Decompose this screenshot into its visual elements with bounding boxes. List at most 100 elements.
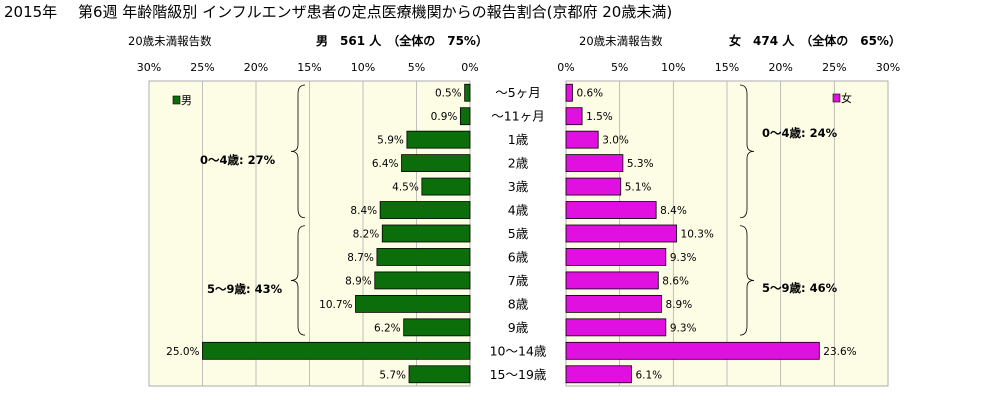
male-value-label: 0.9% bbox=[431, 111, 458, 123]
female-bar bbox=[565, 107, 583, 126]
female-bar bbox=[565, 130, 599, 149]
male-value-label: 6.4% bbox=[372, 158, 399, 170]
male-bars bbox=[202, 83, 471, 384]
female-bar bbox=[565, 177, 622, 196]
male-bar bbox=[379, 201, 471, 219]
category-label: 2歳 bbox=[508, 156, 529, 171]
female-bar bbox=[565, 224, 677, 243]
female-value-label: 5.3% bbox=[627, 158, 654, 170]
category-label: 10～14歳 bbox=[490, 343, 547, 358]
female-value-label: 23.6% bbox=[823, 346, 856, 358]
female-group-5-9-label: 5～9歳: 46% bbox=[762, 281, 838, 295]
female-bar bbox=[565, 248, 667, 266]
male-tick-label: 0% bbox=[461, 61, 478, 74]
female-legend-swatch bbox=[832, 93, 841, 103]
female-value-label: 9.3% bbox=[670, 252, 697, 264]
category-labels: ～5ヶ月 ～11ヶ月 1歳 2歳 3歳 4歳 5歳 6歳 7歳 8歳 9歳 10～14歳 15～19歳 bbox=[490, 85, 547, 382]
female-value-labels: 0.6% 1.5% 3.0% 5.3% 5.1% 8.4% 10.3% 9.3% 8.6% 8.9… bbox=[576, 88, 856, 382]
female-value-label: 8.6% bbox=[662, 275, 689, 287]
female-bar bbox=[565, 154, 624, 173]
male-bar bbox=[459, 107, 471, 126]
male-tick-label: 5% bbox=[408, 61, 425, 74]
male-value-label: 0.5% bbox=[435, 88, 462, 100]
male-bar bbox=[406, 130, 471, 149]
male-header-right: 男 561 人 （全体の 75%） bbox=[316, 33, 488, 48]
group-brace bbox=[290, 225, 306, 336]
female-tick-label: 30% bbox=[876, 61, 900, 74]
group-brace bbox=[739, 225, 755, 336]
male-value-label: 6.2% bbox=[374, 322, 401, 334]
male-tick-label: 25% bbox=[190, 61, 214, 74]
female-tick-label: 15% bbox=[715, 61, 739, 74]
male-bar bbox=[381, 224, 471, 243]
male-bar bbox=[421, 177, 471, 196]
female-header-left: 20歳未満報告数 bbox=[579, 34, 663, 48]
female-group-0-4-label: 0～4歳: 24% bbox=[762, 126, 838, 140]
male-bar bbox=[464, 83, 471, 102]
male-value-label: 8.7% bbox=[347, 252, 374, 264]
female-value-label: 1.5% bbox=[586, 111, 613, 123]
male-value-labels: 0.5% 0.9% 5.9% 6.4% 4.5% 8.4% 8.2% 8.7% 8.9% 10.7… bbox=[166, 88, 462, 382]
female-bar bbox=[565, 318, 667, 337]
chart-title: 第6週 年齢階級別 インフルエンザ患者の定点医療機関からの報告割合(京都府 20… bbox=[78, 3, 672, 21]
category-label: 8歳 bbox=[508, 296, 529, 311]
female-tick-label: 25% bbox=[822, 61, 846, 74]
female-value-label: 9.3% bbox=[670, 322, 697, 334]
female-value-label: 3.0% bbox=[602, 135, 629, 147]
category-label: ～5ヶ月 bbox=[495, 85, 540, 100]
female-value-label: 6.1% bbox=[635, 369, 662, 381]
male-value-label: 4.5% bbox=[392, 182, 419, 194]
male-value-label: 8.2% bbox=[353, 229, 380, 241]
group-braces bbox=[290, 84, 755, 336]
female-value-label: 5.1% bbox=[625, 182, 652, 194]
male-value-label: 8.4% bbox=[350, 205, 377, 217]
male-tick-label: 20% bbox=[244, 61, 268, 74]
male-bar bbox=[355, 294, 471, 313]
male-value-label: 5.9% bbox=[377, 135, 404, 147]
chart-year: 2015年 bbox=[4, 3, 57, 21]
category-label: 5歳 bbox=[508, 226, 529, 241]
male-group-0-4-label: 0～4歳: 27% bbox=[200, 153, 276, 167]
group-brace bbox=[739, 84, 755, 219]
male-bar bbox=[376, 248, 471, 266]
category-label: 1歳 bbox=[508, 132, 529, 147]
male-value-label: 8.9% bbox=[345, 275, 372, 287]
male-bar bbox=[408, 365, 471, 384]
female-value-label: 8.9% bbox=[666, 299, 693, 311]
female-tick-label: 5% bbox=[611, 61, 628, 74]
category-label: ～11ヶ月 bbox=[491, 109, 544, 124]
male-bar bbox=[401, 154, 471, 173]
female-tick-label: 0% bbox=[557, 61, 574, 74]
category-label: 6歳 bbox=[508, 249, 529, 264]
female-axis: 0% 5% 10% 15% 20% 25% 30% bbox=[557, 61, 900, 74]
female-value-label: 8.4% bbox=[660, 205, 687, 217]
female-tick-label: 10% bbox=[661, 61, 685, 74]
female-bar bbox=[565, 365, 632, 384]
female-value-label: 0.6% bbox=[576, 88, 603, 100]
female-bar bbox=[565, 341, 820, 360]
male-legend-swatch bbox=[172, 95, 181, 105]
female-value-label: 10.3% bbox=[681, 229, 714, 241]
male-value-label: 10.7% bbox=[319, 299, 352, 311]
male-value-label: 25.0% bbox=[166, 346, 199, 358]
female-legend-label: 女 bbox=[841, 91, 852, 105]
male-tick-label: 10% bbox=[351, 61, 375, 74]
male-axis: 0% 5% 10% 15% 20% 25% 30% bbox=[137, 61, 479, 74]
category-label: 9歳 bbox=[508, 320, 529, 335]
male-value-label: 5.7% bbox=[379, 369, 406, 381]
category-label: 3歳 bbox=[508, 179, 529, 194]
male-tick-label: 15% bbox=[297, 61, 321, 74]
male-bar bbox=[403, 318, 471, 337]
male-bar bbox=[202, 341, 471, 360]
female-header-right: 女 474 人 （全体の 65%） bbox=[729, 33, 901, 48]
category-label: 4歳 bbox=[508, 203, 529, 218]
category-label: 7歳 bbox=[508, 273, 529, 288]
male-bar bbox=[374, 271, 471, 290]
female-tick-label: 20% bbox=[768, 61, 792, 74]
male-group-5-9-label: 5～9歳: 43% bbox=[207, 282, 283, 296]
female-bar bbox=[565, 271, 659, 290]
female-bar bbox=[565, 201, 657, 219]
female-bars bbox=[565, 83, 820, 384]
female-bar bbox=[565, 83, 573, 102]
